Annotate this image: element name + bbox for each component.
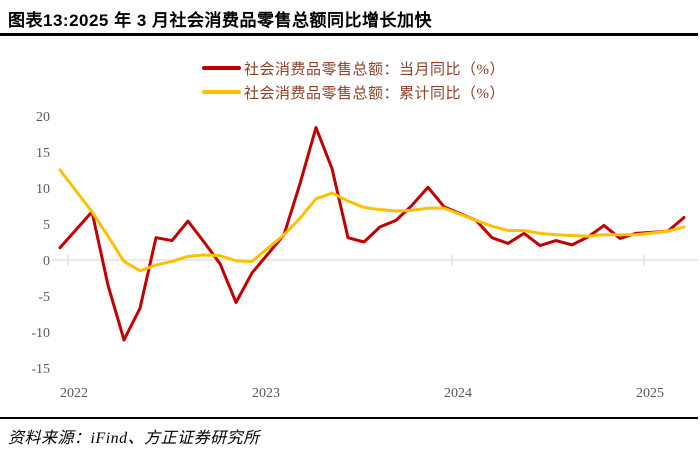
- series-monthly-yoy-line: [58, 126, 686, 342]
- title-divider: [0, 33, 698, 36]
- y-axis-label: -10: [31, 326, 50, 341]
- legend-line-swatch-red: [202, 66, 241, 70]
- chart-legend: 社会消费品零售总额：当月同比（%） 社会消费品零售总额：累计同比（%）: [202, 56, 505, 104]
- y-axis-label: 5: [43, 218, 50, 233]
- y-axis-label: -15: [31, 362, 50, 377]
- legend-item-cumulative-yoy: 社会消费品零售总额：累计同比（%）: [202, 80, 505, 104]
- x-axis-label: 2022: [60, 386, 88, 401]
- legend-label: 社会消费品零售总额：累计同比（%）: [244, 85, 505, 102]
- y-axis-label: 10: [36, 182, 50, 197]
- series-cumulative-yoy-line: [58, 168, 686, 273]
- x-axis-label: 2024: [444, 386, 472, 401]
- chart-title: 图表13:2025 年 3 月社会消费品零售总额同比增长加快: [8, 11, 433, 30]
- y-axis-label: 0: [43, 254, 50, 269]
- legend-item-monthly-yoy: 社会消费品零售总额：当月同比（%）: [202, 56, 505, 80]
- footer-divider: [0, 417, 698, 420]
- x-axis-label: 2025: [636, 386, 664, 401]
- y-axis-label: 20: [36, 110, 50, 125]
- legend-line-swatch-gold: [202, 90, 241, 94]
- source-note: 资料来源：iFind、方正证券研究所: [8, 430, 260, 447]
- legend-label: 社会消费品零售总额：当月同比（%）: [244, 61, 505, 78]
- x-axis-label: 2023: [252, 386, 280, 401]
- y-axis-label: 15: [36, 146, 50, 161]
- y-axis-label: -5: [38, 290, 50, 305]
